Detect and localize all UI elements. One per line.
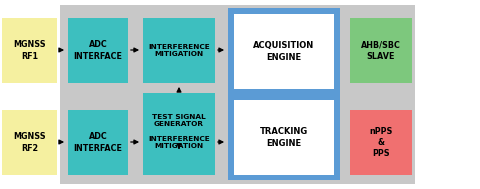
Bar	[143, 18, 215, 83]
Bar	[2, 110, 57, 175]
Bar	[234, 100, 334, 175]
Bar	[350, 110, 412, 175]
Text: INTERFERENCE
MITIGATION: INTERFERENCE MITIGATION	[148, 136, 210, 149]
Bar	[143, 93, 215, 148]
Text: ADC
INTERFACE: ADC INTERFACE	[73, 40, 122, 60]
Text: nPPS
&
PPS: nPPS & PPS	[369, 127, 393, 158]
Bar	[68, 18, 128, 83]
Bar	[228, 8, 340, 180]
Bar	[68, 110, 128, 175]
Bar	[143, 110, 215, 175]
Bar	[234, 14, 334, 89]
Text: TEST SIGNAL
GENERATOR: TEST SIGNAL GENERATOR	[152, 114, 206, 127]
Text: ACQUISITION
ENGINE: ACQUISITION ENGINE	[253, 41, 314, 62]
Bar	[60, 5, 415, 184]
Text: MGNSS
RF2: MGNSS RF2	[13, 132, 46, 153]
Text: INTERFERENCE
MITIGATION: INTERFERENCE MITIGATION	[148, 44, 210, 57]
Text: ADC
INTERFACE: ADC INTERFACE	[73, 132, 122, 153]
Text: AHB/SBC
SLAVE: AHB/SBC SLAVE	[361, 40, 401, 60]
Bar	[2, 18, 57, 83]
Text: TRACKING
ENGINE: TRACKING ENGINE	[260, 127, 308, 148]
Text: MGNSS
RF1: MGNSS RF1	[13, 40, 46, 60]
Bar	[350, 18, 412, 83]
